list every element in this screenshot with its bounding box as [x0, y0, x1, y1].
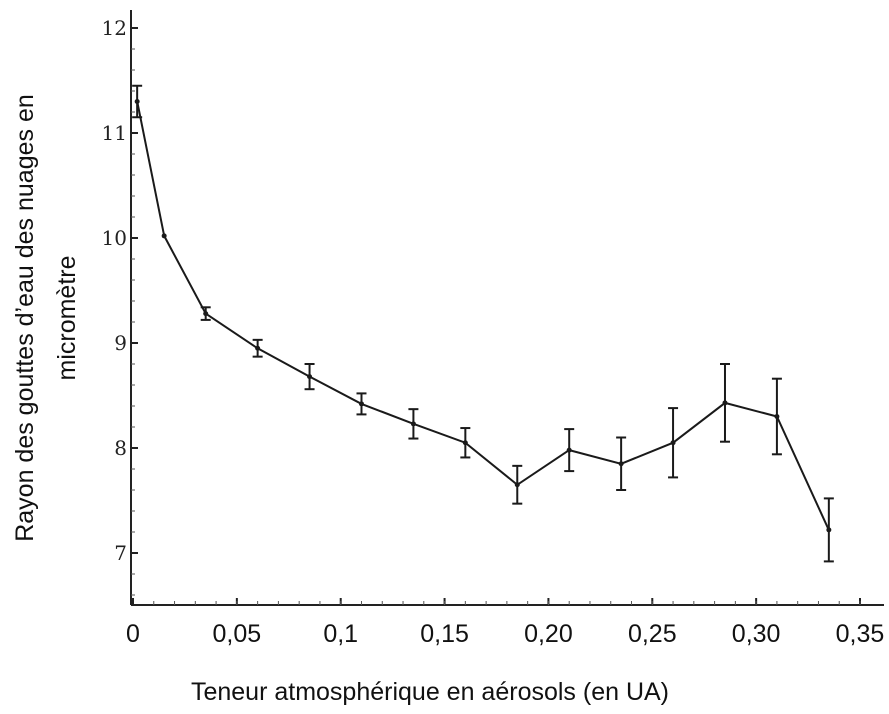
- series-line: [136, 101, 830, 531]
- data-point: [826, 527, 832, 533]
- x-tick-label: 0,30: [732, 620, 781, 648]
- data-point: [462, 440, 468, 446]
- data-point: [722, 400, 728, 406]
- data-point: [618, 461, 624, 467]
- y-tick-label: 8: [114, 436, 127, 460]
- data-point: [358, 401, 364, 407]
- data-point: [307, 374, 313, 380]
- data-point: [514, 482, 520, 488]
- data-point: [161, 233, 167, 239]
- y-tick-label: 10: [102, 226, 127, 250]
- y-tick-label: 9: [114, 331, 127, 355]
- x-tick-label: 0,25: [628, 620, 677, 648]
- data-point: [203, 311, 209, 317]
- axes: [130, 10, 884, 606]
- y-tick-label: 11: [102, 121, 127, 145]
- x-tick-label: 0: [126, 620, 140, 648]
- y-axis-title: Rayon des gouttes d’eau des nuages en mi…: [11, 94, 81, 542]
- data-point: [566, 447, 572, 453]
- x-tick-label: 0,35: [836, 620, 885, 648]
- y-tick-label: 12: [102, 16, 127, 40]
- data-point: [670, 440, 676, 446]
- x-tick-label: 0,1: [323, 620, 358, 648]
- x-axis-title: Teneur atmosphérique en aérosols (en UA): [191, 678, 669, 706]
- y-tick-label: 7: [114, 541, 127, 565]
- y-ticks: 7 8 9 10 11 12: [102, 16, 138, 596]
- data-point: [774, 414, 780, 419]
- plot-area: [132, 84, 834, 563]
- x-tick-label: 0,05: [213, 620, 262, 648]
- data-point: [255, 345, 261, 351]
- y-axis-title-line-2: micromètre: [53, 255, 81, 380]
- data-point: [410, 421, 416, 427]
- x-ticks: 0 0,05 0,1 0,15 0,20 0,25 0,30 0,35: [126, 598, 884, 648]
- x-tick-label: 0,15: [420, 620, 469, 648]
- data-point: [134, 99, 140, 104]
- y-axis-title-line-1: Rayon des gouttes d’eau des nuages en: [11, 94, 39, 542]
- x-tick-label: 0,20: [524, 620, 573, 648]
